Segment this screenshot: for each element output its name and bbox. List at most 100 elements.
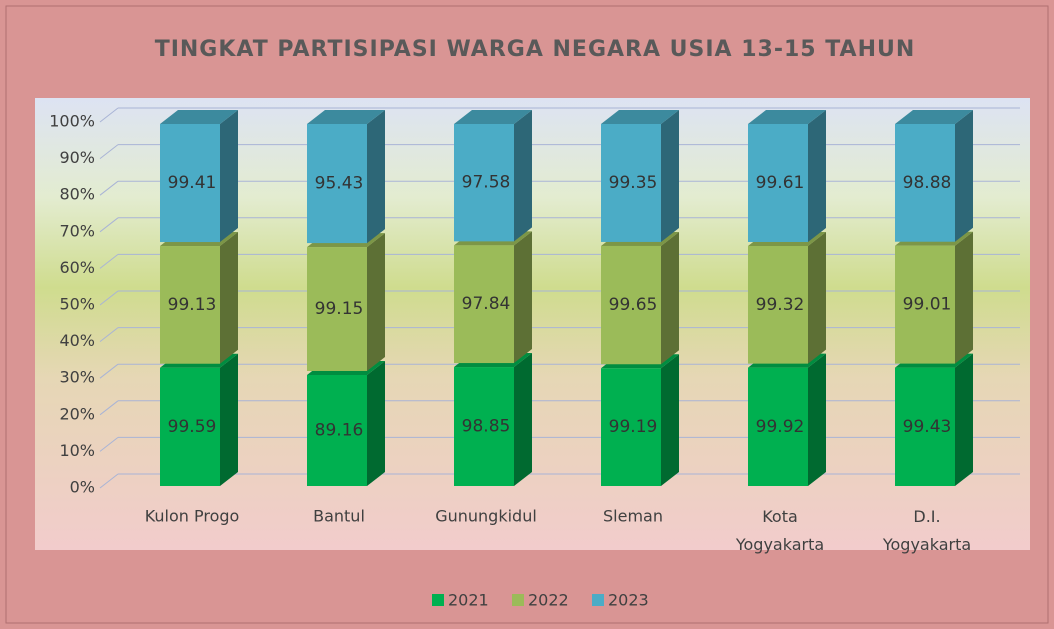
y-tick-label: 80%	[59, 185, 95, 204]
bar	[454, 245, 514, 364]
y-tick-label: 70%	[59, 221, 95, 240]
y-tick-label: 30%	[59, 368, 95, 387]
bar-side	[367, 110, 385, 244]
x-tick-line: D.I.	[913, 507, 940, 526]
data-label: 97.84	[462, 294, 511, 314]
data-label: 99.65	[609, 295, 658, 315]
bar-side	[955, 353, 973, 486]
y-tick-label: 90%	[59, 148, 95, 167]
data-label: 99.61	[756, 173, 805, 193]
legend-swatch	[512, 594, 524, 606]
data-label: 99.01	[903, 295, 952, 315]
bar-side	[220, 110, 238, 243]
bar-top	[454, 110, 532, 124]
bar-side	[808, 353, 826, 486]
data-label: 99.41	[168, 173, 217, 193]
bar-side	[808, 110, 826, 242]
y-tick-label: 40%	[59, 331, 95, 350]
bar	[895, 124, 955, 242]
legend-label: 2022	[528, 591, 569, 610]
grid-line-side	[99, 437, 119, 452]
bar-top	[307, 110, 385, 124]
grid-line-side	[99, 400, 119, 416]
bar	[601, 245, 661, 365]
y-tick-label: 60%	[59, 258, 95, 277]
legend-swatch	[432, 594, 444, 606]
bar-side	[220, 232, 238, 364]
bar-side	[955, 110, 973, 242]
bar-side	[514, 353, 532, 486]
x-tick-label: D.I. Yogyakarta	[882, 507, 971, 554]
y-tick-label: 100%	[49, 112, 95, 131]
chart-title: TINGKAT PARTISIPASI WARGA NEGARA USIA 13…	[155, 37, 916, 62]
data-label: 89.16	[315, 420, 364, 440]
data-label: 99.35	[609, 173, 658, 193]
border	[5, 5, 1049, 624]
grid-line-side	[99, 473, 119, 489]
x-tick-label: Kota Yogyakarta	[735, 507, 824, 554]
bar-side	[661, 231, 679, 365]
bar-top	[748, 110, 826, 124]
bar	[895, 245, 955, 364]
bar-side	[808, 231, 826, 364]
grid-line-side	[99, 107, 119, 123]
data-label: 99.43	[903, 417, 952, 437]
bar-side	[661, 354, 679, 486]
bar-side	[367, 360, 385, 486]
bar-top	[895, 110, 973, 124]
x-tick-label: Bantul	[313, 507, 365, 526]
y-tick-label: 10%	[59, 441, 95, 460]
x-tick-line: Yogyakarta	[882, 535, 971, 554]
grid-line-side	[99, 217, 119, 233]
bar	[160, 124, 220, 243]
bar	[748, 124, 808, 242]
x-tick-label: Kulon Progo	[145, 507, 240, 526]
grid-line-side	[99, 254, 119, 269]
bar	[160, 367, 220, 486]
data-label: 99.59	[168, 417, 217, 437]
grid-line-side	[99, 327, 119, 342]
x-tick-label: Gunungkidul	[435, 507, 537, 526]
bar	[307, 124, 367, 244]
grid-line-side	[99, 180, 119, 196]
x-tick-label: Sleman	[603, 507, 663, 526]
bar	[307, 374, 367, 486]
bar-top	[601, 110, 679, 124]
y-tick-label: 50%	[59, 295, 95, 314]
bar	[748, 367, 808, 486]
data-label: 97.58	[462, 173, 511, 193]
bar	[601, 124, 661, 242]
bar-side	[367, 233, 385, 371]
grid-line-side	[99, 290, 119, 306]
legend-label: 2021	[448, 591, 489, 610]
x-tick-line: Kota	[762, 507, 798, 526]
bar	[307, 247, 367, 371]
bar	[748, 245, 808, 364]
data-label: 99.15	[315, 299, 364, 319]
y-tick-label: 0%	[70, 478, 95, 497]
data-label: 99.92	[756, 417, 805, 437]
grid-line-side	[99, 363, 119, 379]
bar-side	[955, 231, 973, 364]
bar	[160, 246, 220, 364]
data-label: 95.43	[315, 174, 364, 194]
data-label: 98.88	[903, 173, 952, 193]
bar	[454, 367, 514, 486]
y-tick-label: 20%	[59, 404, 95, 423]
legend-swatch	[592, 594, 604, 606]
data-label: 99.13	[168, 295, 217, 315]
data-label: 98.85	[462, 417, 511, 437]
data-label: 99.19	[609, 417, 658, 437]
bar	[454, 124, 514, 242]
bar-top	[160, 110, 238, 124]
bar	[601, 368, 661, 486]
bar-side	[514, 231, 532, 364]
legend-label: 2023	[608, 591, 649, 610]
x-tick-line: Yogyakarta	[735, 535, 824, 554]
bar-side	[220, 353, 238, 486]
bar-side	[514, 110, 532, 242]
data-label: 99.32	[756, 295, 805, 315]
bar-side	[661, 110, 679, 242]
bar	[895, 367, 955, 486]
